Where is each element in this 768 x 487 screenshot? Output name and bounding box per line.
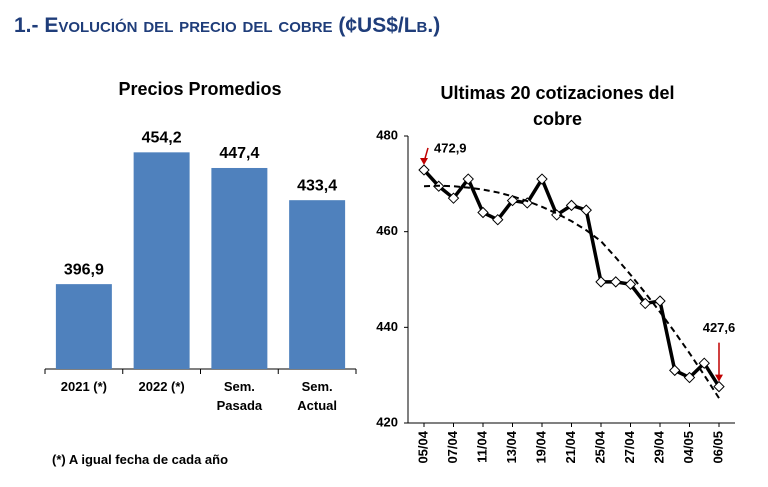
y-tick-label: 440	[376, 319, 398, 334]
marker	[624, 278, 637, 290]
marker	[654, 295, 666, 307]
bar	[55, 284, 112, 369]
marker	[713, 380, 725, 393]
value-label: 454,2	[142, 130, 182, 147]
x-tick-label: 2022 (*)	[138, 379, 185, 394]
x-tick-label: 21/04	[563, 430, 578, 463]
marker	[610, 276, 622, 288]
marker	[536, 173, 548, 185]
x-tick-label: 19/04	[533, 430, 548, 463]
x-tick-label: 04/05	[681, 431, 696, 464]
marker	[418, 164, 430, 176]
y-tick-label: 460	[376, 223, 398, 238]
bar	[211, 167, 268, 369]
marker	[698, 357, 710, 369]
marker	[492, 214, 504, 226]
line-chart-title: Ultimas 20 cotizaciones del cobre	[440, 83, 675, 129]
value-label: 447,4	[219, 145, 259, 162]
bar	[133, 152, 190, 369]
bar	[289, 200, 346, 369]
annotation-arrowhead	[715, 374, 723, 382]
marker	[477, 206, 489, 219]
x-tick-label: 13/04	[504, 430, 519, 463]
marker	[447, 192, 460, 204]
page-title: 1.- Evolución del precio del cobre (¢US$…	[14, 14, 441, 37]
x-tick-label: 06/05	[710, 431, 725, 464]
x-tick-label: Sem. Actual	[297, 379, 337, 413]
y-tick-label: 480	[376, 127, 398, 142]
marker	[595, 276, 607, 288]
marker	[580, 204, 592, 216]
marker	[683, 371, 696, 384]
x-tick-label: 11/04	[474, 430, 489, 463]
bar-chart-title: Precios Promedios	[118, 79, 282, 99]
x-tick-label: 2021 (*)	[60, 379, 107, 394]
footnote: (*) A igual fecha de cada año	[52, 452, 229, 467]
value-label: 396,9	[64, 261, 104, 278]
x-tick-label: 05/04	[415, 430, 430, 463]
x-tick-label: 25/04	[592, 430, 607, 463]
value-label: 427,6	[703, 320, 736, 335]
y-tick-label: 420	[376, 414, 398, 429]
x-tick-label: 07/04	[445, 430, 460, 463]
trend-line	[423, 184, 720, 399]
x-tick-label: Sem. Pasada	[216, 379, 263, 413]
marker	[565, 199, 578, 212]
marker	[639, 297, 651, 310]
annotation-arrowhead	[420, 157, 428, 165]
value-label: 472,9	[434, 140, 467, 155]
x-tick-label: 29/04	[651, 430, 666, 463]
marker	[669, 364, 681, 377]
x-tick-label: 27/04	[622, 430, 637, 463]
marker	[462, 173, 474, 185]
value-label: 433,4	[297, 177, 337, 194]
